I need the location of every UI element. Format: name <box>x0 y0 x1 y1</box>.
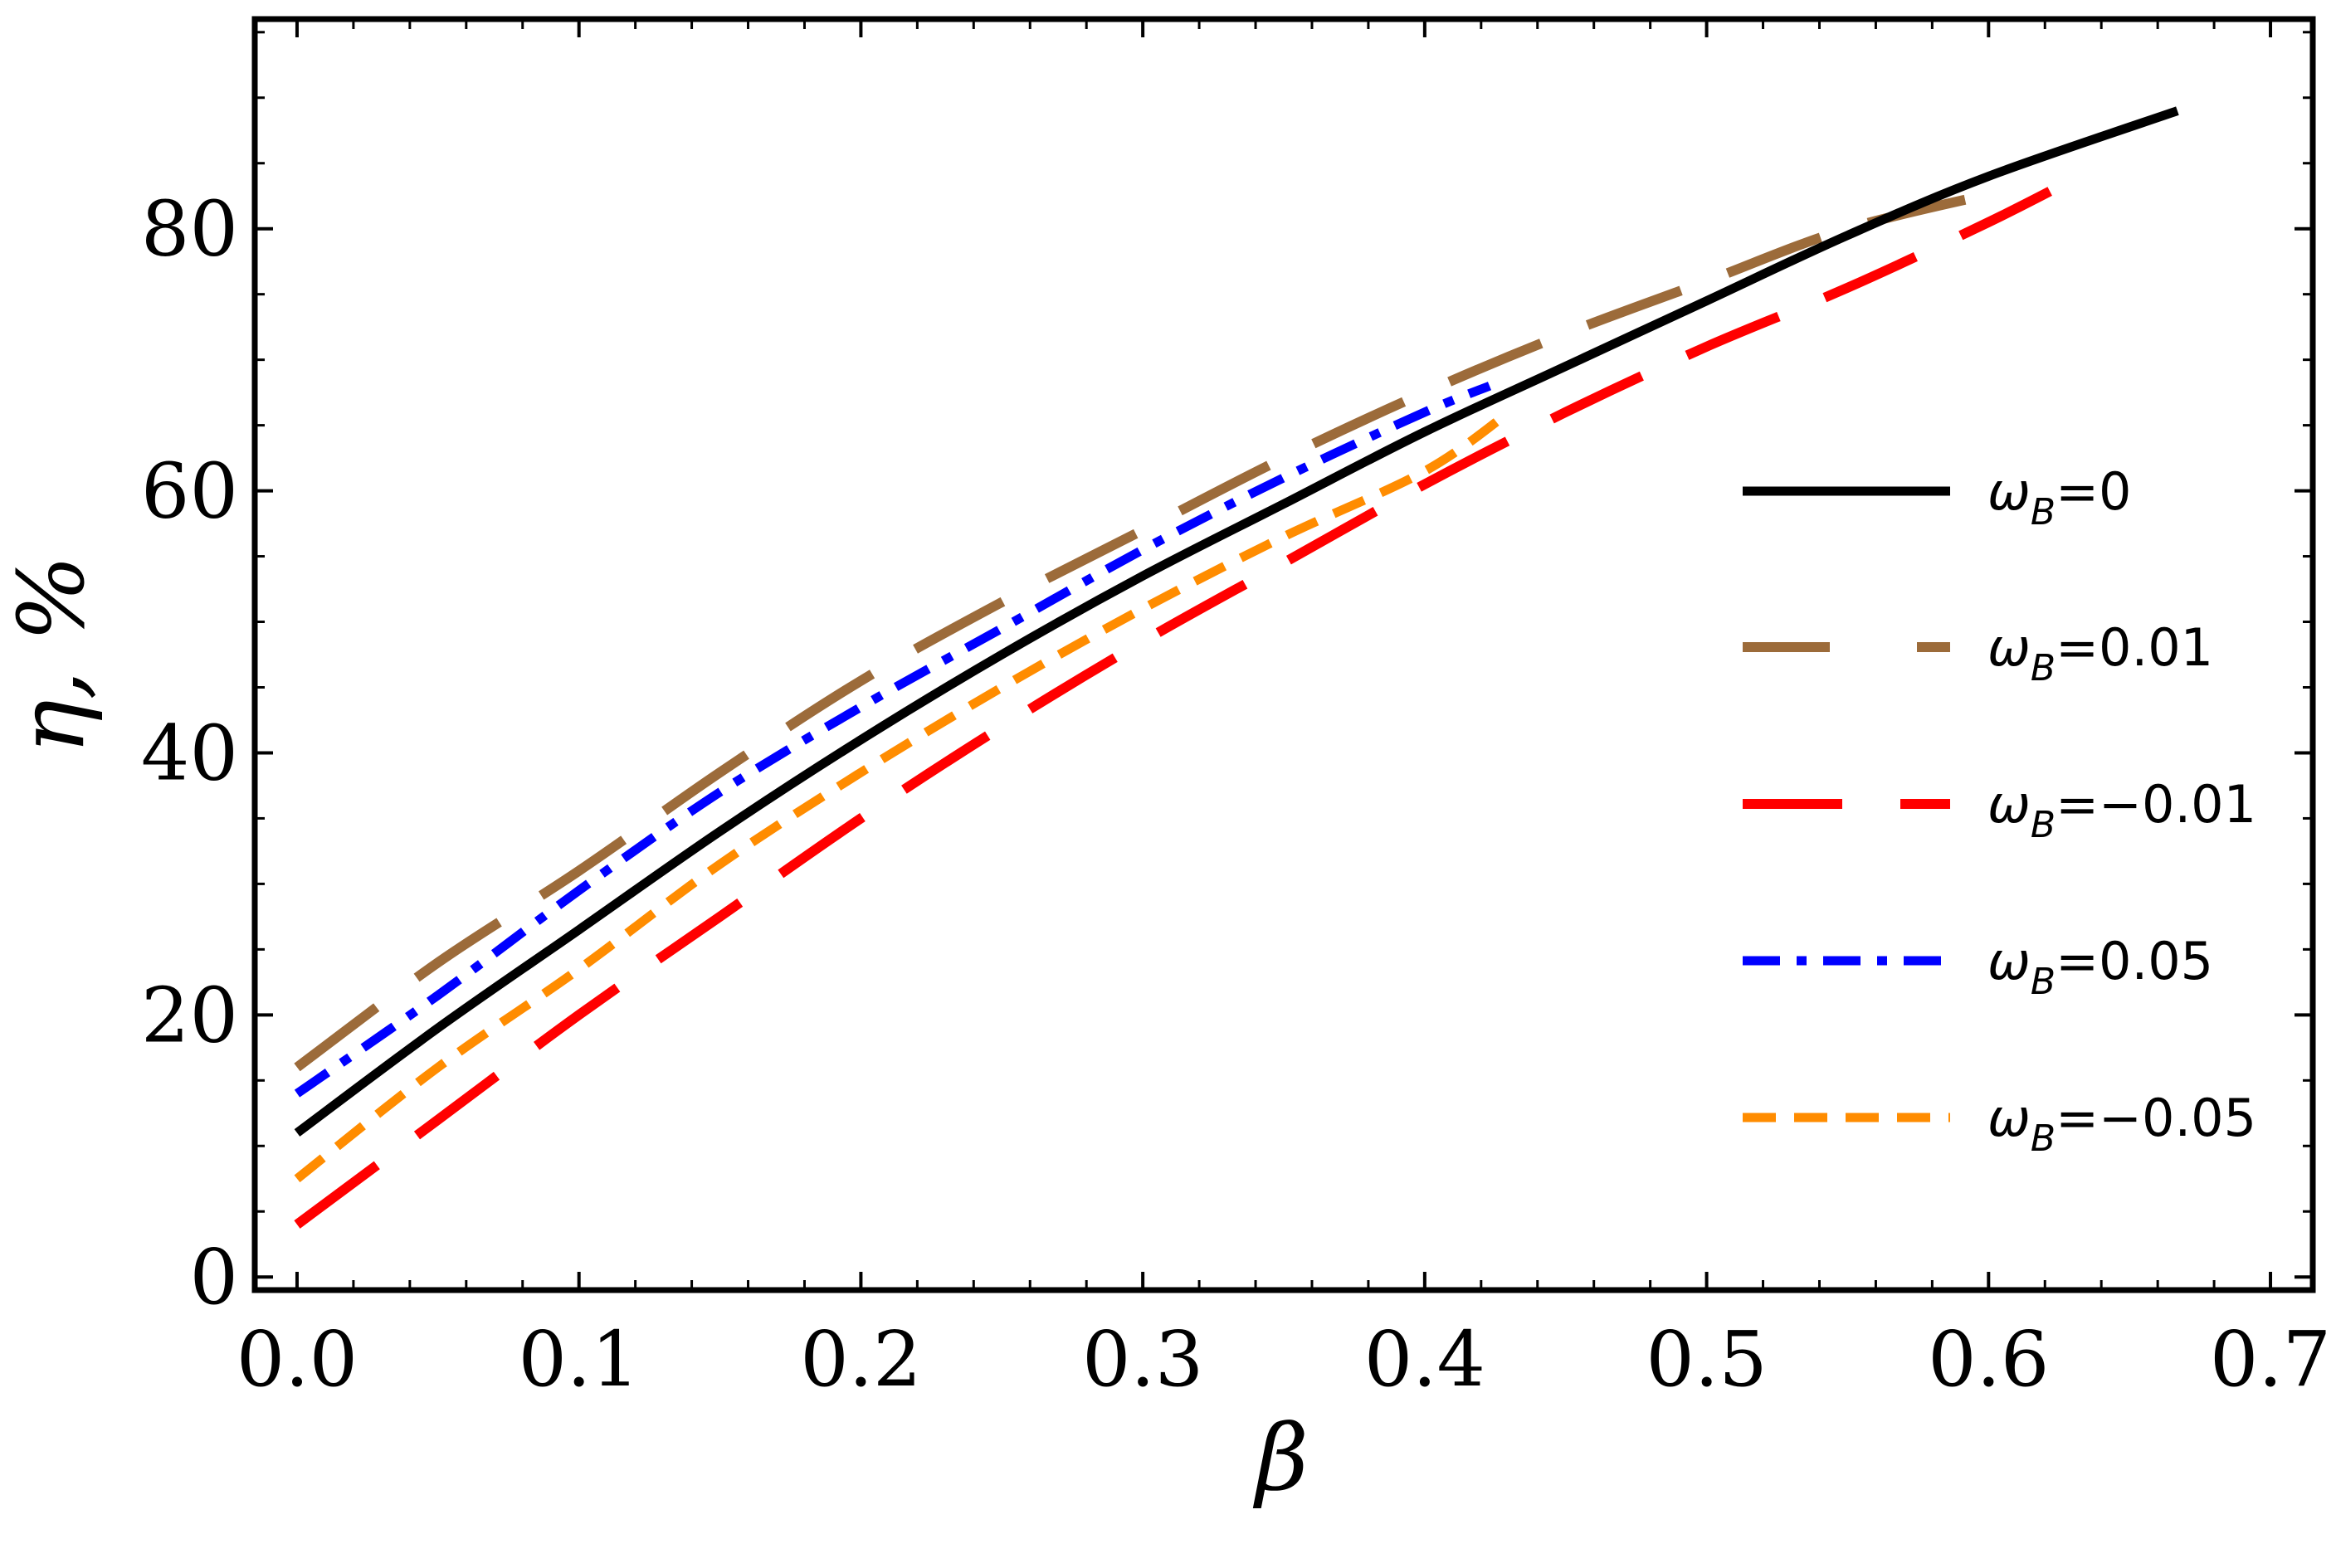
x-tick-label: 0.5 <box>1646 1315 1767 1404</box>
y-axis-title: η, % <box>0 555 105 754</box>
series-line <box>294 382 1492 1098</box>
y-tick-label: 60 <box>141 447 238 536</box>
x-tick-label: 0.6 <box>1928 1315 2049 1404</box>
y-tick-label: 0 <box>189 1233 238 1322</box>
plot-frame <box>251 16 2316 1293</box>
x-tick-label: 0.2 <box>800 1315 921 1404</box>
legend-label: ωB=−0.01 <box>1987 774 2256 846</box>
series-line <box>294 408 1512 1183</box>
x-tick-label: 0.3 <box>1082 1315 1203 1404</box>
legend-label: ωB=0 <box>1987 461 2132 533</box>
x-tick-label: 0.1 <box>519 1315 640 1404</box>
legend: ωB=0 ωB=0.01 ωB=−0.01 ωB=0.05 ωB=−0.05 <box>1743 461 2256 1160</box>
series-line <box>294 172 2081 1229</box>
x-axis-title: β <box>1252 1405 1309 1511</box>
y-tick-label: 40 <box>141 709 238 797</box>
x-tick-label: 0.7 <box>2210 1315 2331 1404</box>
y-tick-label: 80 <box>141 185 238 274</box>
y-tick-label: 20 <box>141 971 238 1059</box>
axis-ticks <box>255 19 2313 1290</box>
series-line <box>294 106 2179 1137</box>
legend-label: ωB=−0.05 <box>1987 1088 2256 1160</box>
axis-tick-labels: 0.0 0.1 0.2 0.3 0.4 0.5 0.6 0.7 0 20 40 60 80 <box>141 185 2331 1404</box>
legend-label: ωB=0.01 <box>1987 617 2213 689</box>
x-tick-label: 0.0 <box>237 1315 358 1404</box>
legend-label: ωB=0.05 <box>1987 931 2213 1003</box>
series-line <box>294 184 2012 1072</box>
x-tick-label: 0.4 <box>1364 1315 1485 1404</box>
series-lines <box>294 106 2179 1229</box>
